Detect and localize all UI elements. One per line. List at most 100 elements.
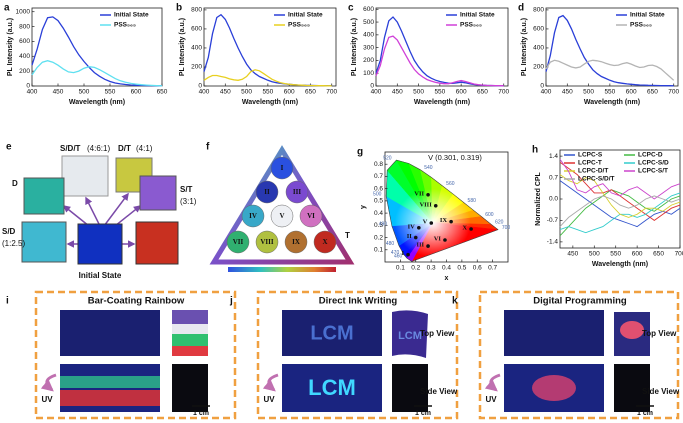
panel-letter: b (176, 3, 182, 14)
y-tick-label: 600 (533, 26, 544, 33)
chromaticity-point (426, 244, 430, 248)
series-line (559, 174, 681, 218)
x-tick-label: 600 (632, 251, 643, 258)
sample-label: S/D (2, 227, 16, 236)
panel-box (478, 290, 680, 420)
ink-text: LCM (308, 375, 356, 400)
legend-label: Initial State (114, 12, 149, 19)
x-tick-label: 450 (567, 251, 578, 258)
sample-dot (313, 230, 337, 254)
view-label: Side View (642, 387, 680, 396)
locus-label: 620 (495, 220, 504, 226)
x-tick-label: 0.7 (488, 265, 497, 272)
chromaticity-point (469, 227, 473, 231)
sample-photo (21, 221, 67, 263)
y-tick-label: 200 (363, 57, 374, 64)
sample-numeral: VIII (260, 238, 274, 246)
locus-label: 480 (386, 241, 395, 247)
uv-label: UV (41, 395, 53, 404)
sample-label: (4:1) (136, 144, 153, 153)
sample-dot (241, 204, 265, 228)
y-axis-label: Normalized CPL (535, 171, 542, 225)
y-tick-label: -1.4 (547, 239, 559, 246)
legend-label: Initial State (288, 12, 323, 19)
y-tick-label: 800 (19, 23, 30, 30)
plot-frame (545, 7, 679, 87)
y-axis-label: PL Intensity (a.u.) (7, 18, 14, 76)
panel-letter: a (4, 3, 10, 14)
x-tick-label: 650 (653, 251, 664, 258)
ink-text: LCM (398, 330, 422, 342)
y-tick-label: 400 (19, 53, 30, 60)
locus-label: 490 (379, 221, 388, 227)
y-axis-label: PL Intensity (a.u.) (179, 18, 186, 76)
photo (172, 364, 208, 412)
y-tick-label: 200 (191, 64, 202, 71)
y-tick-label: 0.7 (374, 173, 383, 180)
x-tick-label: 0.1 (396, 265, 405, 272)
x-axis-label: Wavelength (nm) (592, 261, 648, 268)
photo (614, 364, 650, 412)
x-tick-label: 550 (610, 251, 621, 258)
x-tick-label: 650 (477, 89, 488, 96)
legend-label: PSS₅₆₅ (114, 22, 136, 29)
y-axis-label: PL Intensity (a.u.) (351, 18, 358, 76)
sample-label: (1:2.5) (2, 239, 25, 248)
series-line (203, 13, 332, 87)
plot-frame (203, 7, 337, 87)
legend-label: LCPC-S/D (638, 160, 669, 167)
sample-numeral: II (264, 188, 270, 196)
locus-label: 560 (446, 181, 455, 187)
sample-dot (285, 180, 309, 204)
chromaticity-point (433, 203, 438, 208)
x-tick-label: 400 (27, 89, 38, 96)
y-tick-label: 400 (191, 45, 202, 52)
locus-label: 470 (391, 250, 400, 256)
panel-letter: j (229, 296, 233, 307)
annotation: V (0.301, 0.319) (428, 153, 482, 162)
legend-label: LCPC-S (578, 152, 603, 159)
view-label: Top View (420, 329, 455, 338)
panel-letter: i (6, 296, 9, 307)
y-tick-label: 200 (533, 64, 544, 71)
x-tick-label: 500 (413, 89, 424, 96)
plot-frame (375, 7, 509, 87)
series-line (545, 14, 674, 87)
point-label: V (423, 218, 428, 225)
chromaticity-point (426, 192, 430, 197)
legend-label: LCPC-S/T (638, 168, 668, 175)
point-label: VI (434, 235, 442, 242)
sample-label: T (345, 231, 350, 240)
series-line (31, 16, 163, 87)
panel-letter: c (348, 3, 354, 14)
legend-label: LCPC-S/D/T (578, 176, 615, 183)
panel-e-photos (21, 155, 179, 265)
sample-dot (255, 230, 279, 254)
sample-label: Initial State (79, 271, 122, 280)
y-tick-label: 200 (19, 68, 30, 75)
locus-label: 700 (502, 225, 511, 231)
x-tick-label: 650 (157, 89, 168, 96)
x-tick-label: 650 (647, 89, 658, 96)
x-tick-label: 0.5 (457, 265, 466, 272)
series-line (375, 16, 504, 87)
x-tick-label: 600 (284, 89, 295, 96)
locus-label: 460 (394, 254, 403, 260)
sample-numeral: V (279, 212, 284, 220)
sample-numeral: VII (233, 238, 244, 246)
x-tick-label: 700 (675, 251, 683, 258)
uv-arrow (40, 373, 57, 392)
x-tick-label: 500 (79, 89, 90, 96)
point-label: X (462, 224, 467, 231)
view-label: Side View (420, 387, 458, 396)
y-tick-label: 0.5 (374, 198, 383, 205)
x-tick-label: 450 (392, 89, 403, 96)
chromaticity-point (413, 235, 418, 240)
y-tick-label: 0.4 (374, 210, 383, 217)
legend-label: LCPC-D (638, 152, 663, 159)
photo (172, 334, 208, 346)
pattern (532, 375, 576, 401)
x-tick-label: 600 (131, 89, 142, 96)
sample-numeral: III (293, 188, 301, 196)
